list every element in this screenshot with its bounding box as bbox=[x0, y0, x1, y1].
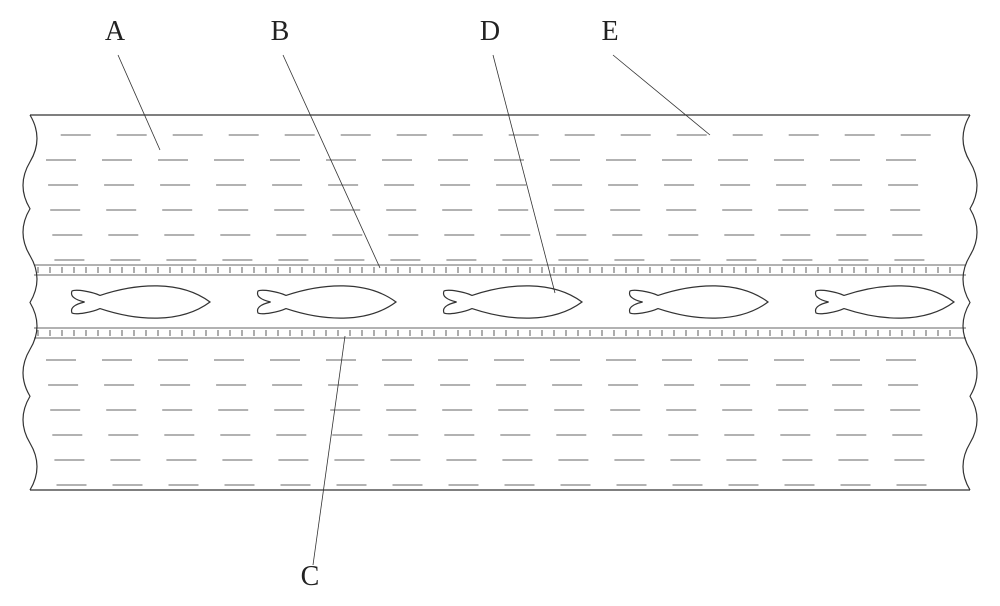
fish-shape bbox=[258, 286, 396, 318]
left-break-edge bbox=[23, 115, 37, 490]
tick-strip bbox=[38, 267, 950, 273]
leader-line-a bbox=[118, 55, 160, 150]
leader-line-e bbox=[613, 55, 710, 135]
technical-diagram: A B D E C bbox=[0, 0, 1000, 606]
fish-shape bbox=[816, 286, 954, 318]
leader-line-b bbox=[283, 55, 380, 268]
label-b: B bbox=[271, 16, 290, 47]
fish-shape bbox=[630, 286, 768, 318]
label-d: D bbox=[480, 16, 500, 47]
label-e: E bbox=[601, 16, 618, 47]
fish-shape bbox=[444, 286, 582, 318]
leader-line-d bbox=[493, 55, 555, 293]
label-c: C bbox=[301, 561, 320, 592]
right-break-edge bbox=[963, 115, 977, 490]
label-a: A bbox=[105, 16, 126, 47]
leader-line-c bbox=[313, 336, 345, 565]
tick-strip bbox=[38, 330, 950, 336]
fish-shape bbox=[72, 286, 210, 318]
